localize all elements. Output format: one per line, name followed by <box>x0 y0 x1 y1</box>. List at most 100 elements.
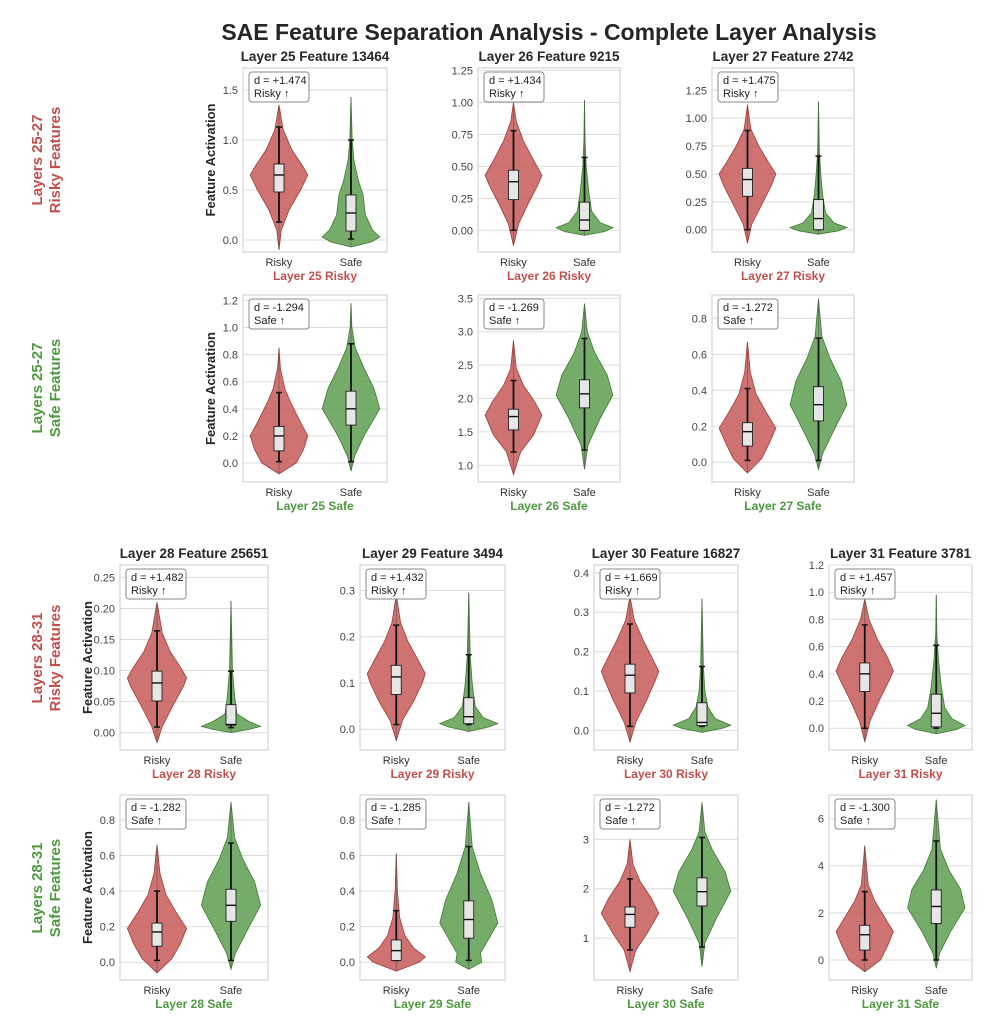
x-tick-label: Safe <box>691 755 714 767</box>
y-tick-label: 0.8 <box>223 350 238 362</box>
x-tick-label: Risky <box>266 257 293 269</box>
y-tick-label: 0.8 <box>692 313 707 325</box>
box-iqr <box>624 663 636 694</box>
box-iqr <box>273 163 285 193</box>
x-tick-label: Risky <box>144 985 171 997</box>
effect-size-value: d = -1.294 <box>254 302 304 314</box>
effect-size-box <box>717 298 779 330</box>
effect-direction: Safe ↑ <box>723 315 754 327</box>
panel-xlabel: Layer 26 Risky <box>507 269 591 283</box>
y-tick-label: 1.0 <box>809 587 824 599</box>
y-tick-label: 1.2 <box>223 295 238 307</box>
effect-direction: Risky ↑ <box>371 585 406 597</box>
box-iqr <box>742 422 753 447</box>
y-tick-label: 0.4 <box>692 385 707 397</box>
effect-size-box <box>834 568 896 600</box>
y-tick-label: 0.0 <box>100 957 115 969</box>
panel-title: Layer 26 Feature 9215 <box>478 49 620 64</box>
effect-size-box <box>365 568 427 600</box>
y-tick-label: 0.2 <box>809 696 824 708</box>
effect-size-value: d = +1.482 <box>131 572 184 584</box>
y-tick-label: 0.25 <box>686 197 707 209</box>
effect-size-value: d = -1.269 <box>489 302 539 314</box>
y-tick-label: 0.2 <box>223 431 238 443</box>
panel-title: Layer 31 Feature 3781 <box>830 546 972 561</box>
row-label-risky: Layers 25-27 Risky Features <box>29 107 64 214</box>
y-tick-label: 0.3 <box>574 607 589 619</box>
effect-size-box <box>125 568 187 600</box>
row-label-line1: Layers 25-27 <box>29 343 46 434</box>
panel-xlabel: Layer 28 Risky <box>152 767 236 781</box>
row-label-safe: Layers 28-31 Safe Features <box>29 839 64 937</box>
effect-size-box <box>599 798 661 830</box>
panel-xlabel: Layer 28 Safe <box>155 997 233 1011</box>
y-axis-label: Feature Activation <box>203 103 218 216</box>
panel-xlabel: Layer 30 Safe <box>627 997 705 1011</box>
y-tick-label: 3.0 <box>458 327 473 339</box>
x-tick-label: Safe <box>807 257 830 269</box>
x-tick-label: Risky <box>851 755 878 767</box>
x-tick-label: Risky <box>383 985 410 997</box>
x-tick-label: Safe <box>573 487 596 499</box>
panel-xlabel: Layer 29 Safe <box>394 997 472 1011</box>
effect-size-value: d = +1.475 <box>723 75 776 87</box>
panel-xlabel: Layer 26 Safe <box>510 499 588 513</box>
panel-l27r: 0.00 0.25 0.50 0.75 1.00 1.25 Risky Safe d = +1.… <box>686 49 855 283</box>
box-iqr <box>624 906 636 928</box>
effect-size-value: d = +1.432 <box>371 572 424 584</box>
effect-size-value: d = +1.474 <box>254 75 307 87</box>
y-tick-label: 0.25 <box>452 193 473 205</box>
panel-xlabel: Layer 30 Risky <box>624 767 708 781</box>
y-tick-label: 6 <box>818 814 824 826</box>
effect-size-value: d = +1.457 <box>840 572 893 584</box>
row-label-line2: Risky Features <box>47 605 64 712</box>
box-iqr <box>813 199 824 231</box>
effect-direction: Risky ↑ <box>840 585 875 597</box>
effect-size-box <box>717 71 779 103</box>
effect-direction: Safe ↑ <box>254 315 285 327</box>
y-tick-label: 0.6 <box>100 850 115 862</box>
effect-direction: Safe ↑ <box>840 815 871 827</box>
panel-l28r: 0.00 0.05 0.10 0.15 0.20 0.25 Risky Safe d = +1.… <box>80 546 269 781</box>
y-tick-label: 0.0 <box>574 725 589 737</box>
panel-xlabel: Layer 31 Risky <box>858 767 942 781</box>
y-tick-label: 0.20 <box>94 603 115 615</box>
y-tick-label: 1.00 <box>686 113 707 125</box>
x-tick-label: Safe <box>925 755 948 767</box>
box-iqr <box>508 169 519 201</box>
panel-xlabel: Layer 27 Risky <box>741 269 825 283</box>
y-tick-label: 0.0 <box>809 723 824 735</box>
y-tick-label: 0.6 <box>692 349 707 361</box>
y-tick-label: 0.8 <box>340 815 355 827</box>
y-tick-label: 0.0 <box>223 458 238 470</box>
y-tick-label: 3 <box>583 834 589 846</box>
y-tick-label: 1.25 <box>686 85 707 97</box>
box-iqr <box>813 386 824 422</box>
row-label-line1: Layers 28-31 <box>29 843 46 934</box>
effect-size-box <box>248 71 310 103</box>
panel-title: Layer 25 Feature 13464 <box>241 49 390 64</box>
effect-size-value: d = -1.285 <box>371 802 421 814</box>
panel-xlabel: Layer 25 Risky <box>273 269 357 283</box>
box-iqr <box>463 697 475 725</box>
y-tick-label: 0.4 <box>223 404 238 416</box>
y-tick-label: 2.0 <box>458 394 473 406</box>
y-tick-label: 1.00 <box>452 98 473 110</box>
y-tick-label: 0.00 <box>686 225 707 237</box>
x-tick-label: Risky <box>851 985 878 997</box>
panel-l25s: 0.0 0.2 0.4 0.6 0.8 1.0 1.2 Risky Safe d = -1.294… <box>203 294 388 513</box>
x-tick-label: Risky <box>734 257 761 269</box>
panel-xlabel: Layer 29 Risky <box>390 767 474 781</box>
y-tick-label: 0.75 <box>686 141 707 153</box>
box-iqr <box>390 664 402 695</box>
effect-direction: Safe ↑ <box>605 815 636 827</box>
box-iqr <box>225 704 237 726</box>
effect-size-box <box>365 798 427 830</box>
effect-size-value: d = +1.434 <box>489 75 542 87</box>
